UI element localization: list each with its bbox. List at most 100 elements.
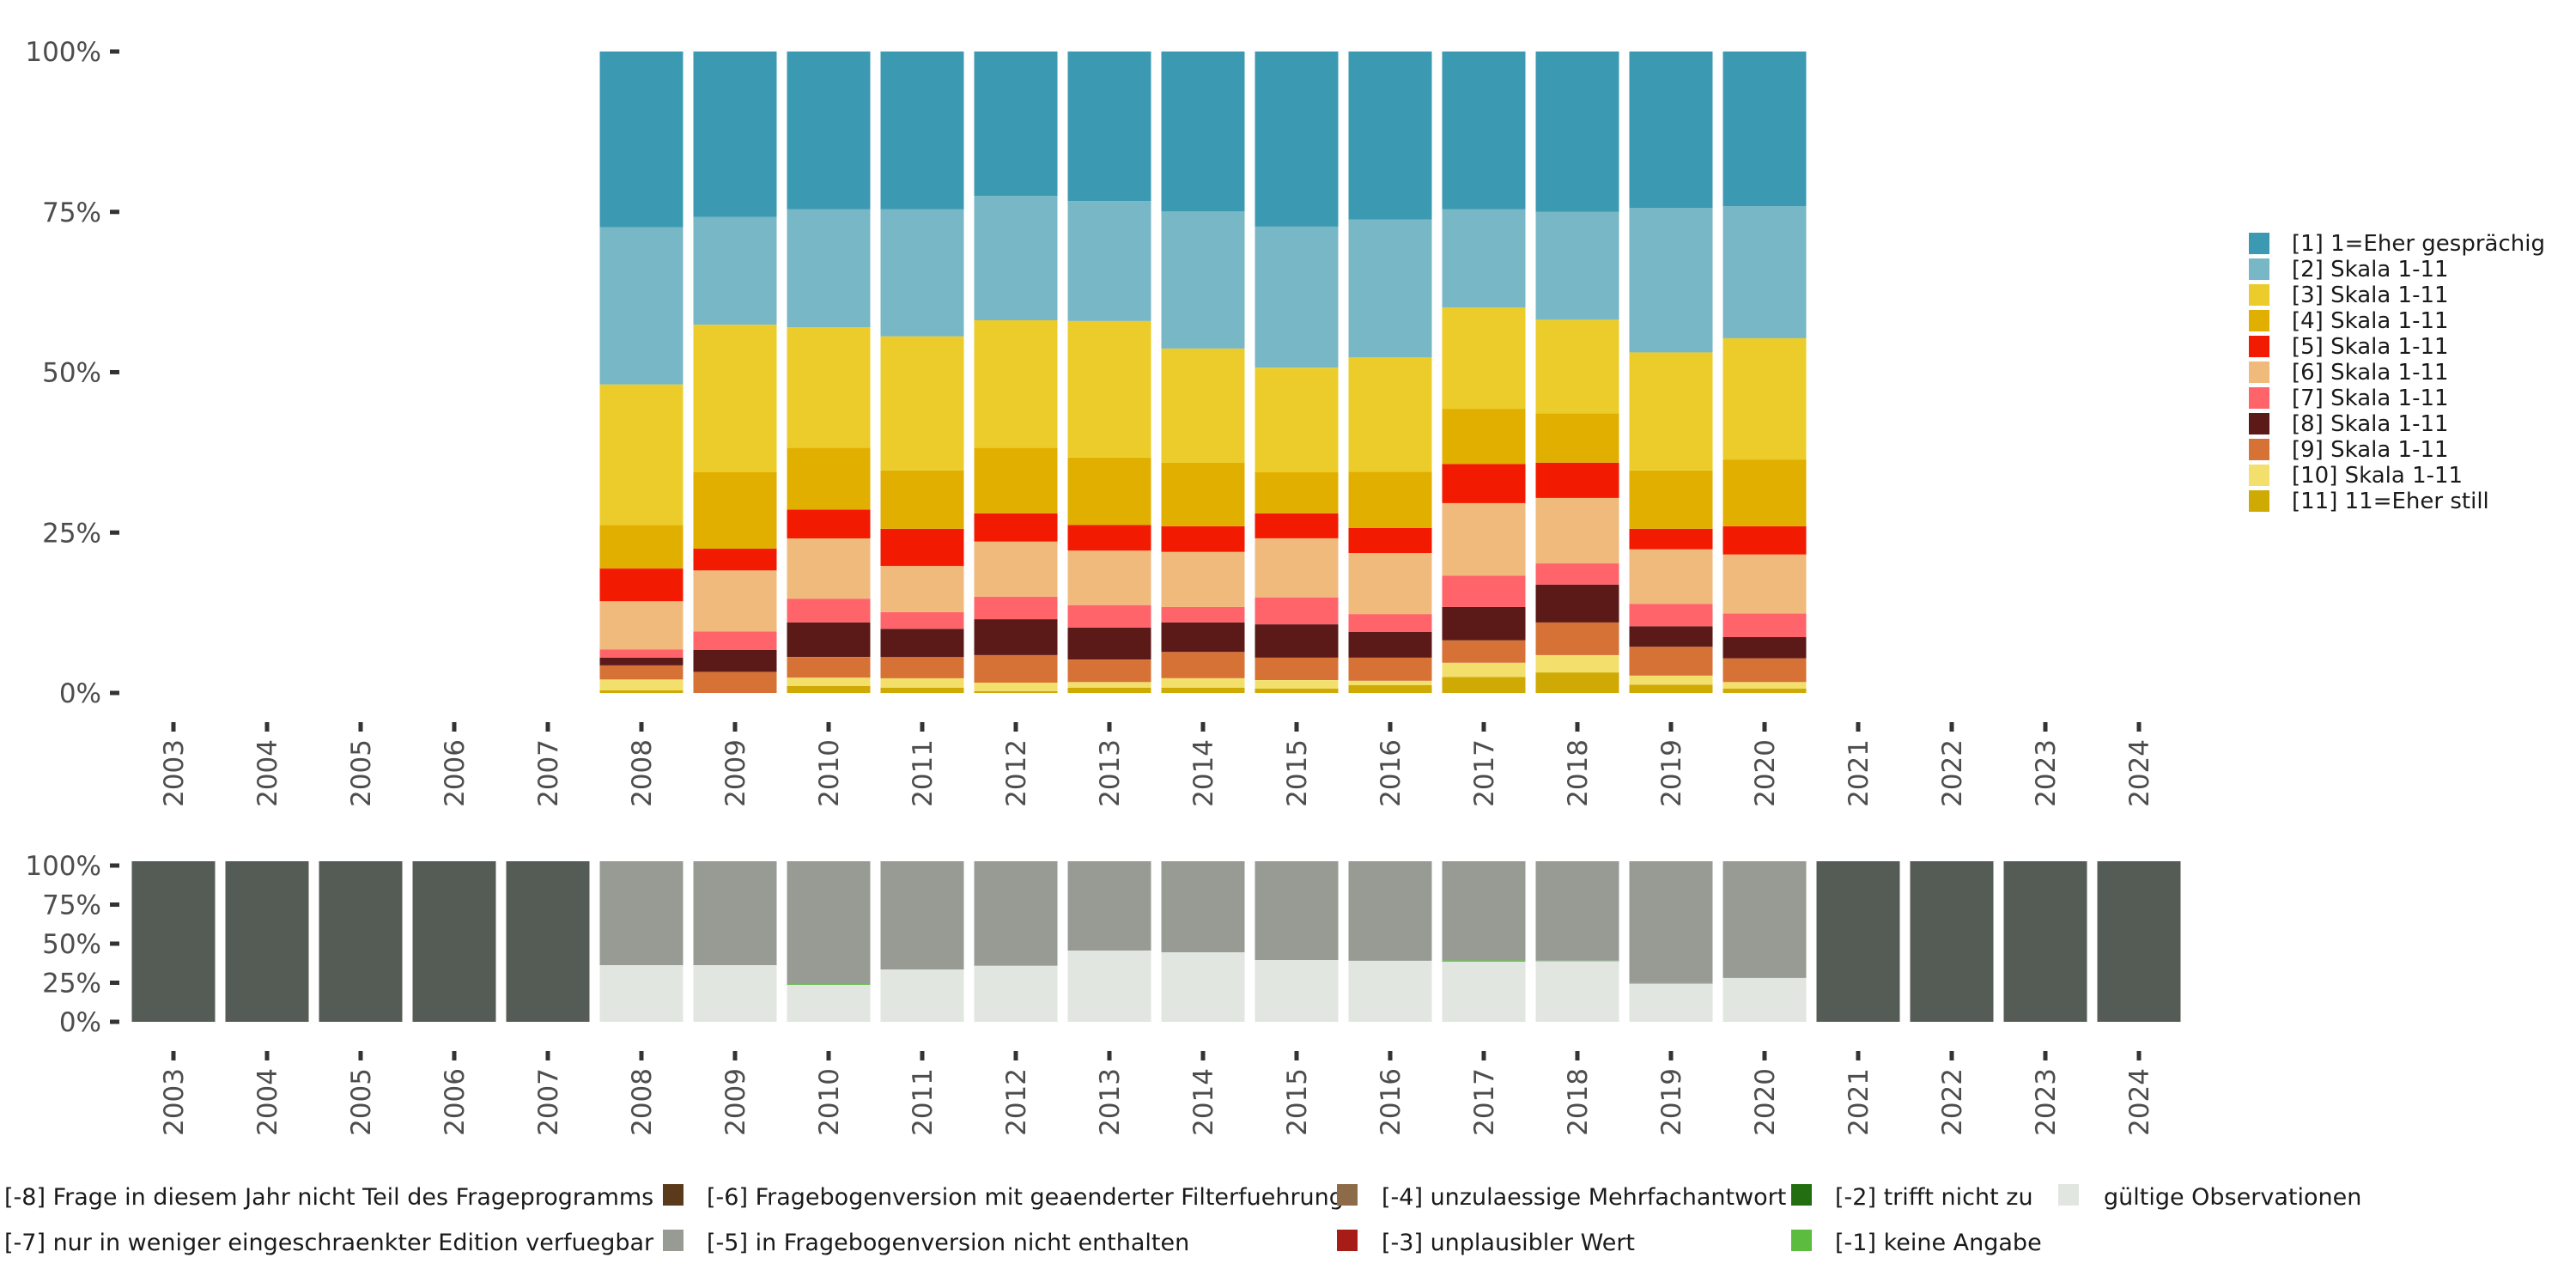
bar-segment-2015-4: [1255, 472, 1339, 513]
bar-segment-2017-8: [1442, 606, 1526, 641]
x-tick-label: 2010: [814, 1068, 845, 1136]
bar-segment-2008-4: [599, 525, 683, 569]
bar-segment-2010-7: [787, 598, 871, 623]
bar-segment-2017-5: [1442, 464, 1526, 503]
bar-segment-2019-5: [1629, 528, 1713, 550]
bar-segment-2008-6: [599, 601, 683, 650]
bar-segment-2010-6: [787, 538, 871, 599]
bar-segment-2012-2: [974, 196, 1058, 320]
bar-segment-2019--1: [1629, 982, 1713, 984]
bar-segment-2020-4: [1722, 459, 1807, 526]
bar-segment-2015-7: [1255, 597, 1339, 625]
bar-segment-2022--8: [1910, 861, 1994, 1022]
bar-segment-2018-4: [1535, 413, 1619, 463]
bar-segment-2013-10: [1067, 682, 1151, 688]
bar-segment-2012--1: [974, 965, 1058, 966]
bar-segment-2016--5: [1348, 861, 1432, 961]
bar-segment-2018-1: [1535, 52, 1619, 212]
top-x-axis: 2003 2004 2005 2006 2007 2008 2009 2010 2011 2012…: [159, 722, 2155, 807]
bar-segment-2015-10: [1255, 680, 1339, 689]
bar-segment-2018-5: [1535, 462, 1619, 498]
x-tick-label: 2011: [908, 739, 939, 807]
bar-segment-2021--8: [1816, 861, 1900, 1022]
bar-segment-2009-8: [693, 650, 777, 672]
x-tick-label: 2008: [627, 739, 658, 807]
x-tick-label: 2015: [1282, 739, 1313, 807]
bar-segment-2013-8: [1067, 627, 1151, 660]
bar-segment-2012-4: [974, 447, 1058, 513]
bar-segment-2009-2: [693, 216, 777, 325]
bar-segment-2014-9: [1161, 652, 1245, 678]
bar-segment-2013-1: [1067, 52, 1151, 202]
bar-segment-2017-6: [1442, 502, 1526, 576]
legend-swatch: [2249, 284, 2269, 306]
legend-swatch: [1791, 1184, 1812, 1206]
bar-segment-2020--5: [1722, 861, 1807, 978]
x-tick-label: 2011: [908, 1068, 939, 1136]
bar-segment-2020-6: [1722, 554, 1807, 614]
top-legend: [1] 1=Eher gesprächig[2] Skala 1-11[3] S…: [2249, 231, 2545, 514]
y-tick-label: 75%: [42, 890, 101, 921]
bar-segment-2003--8: [131, 861, 216, 1022]
bar-segment-2018-6: [1535, 497, 1619, 564]
x-tick-label: 2023: [2031, 1068, 2062, 1136]
bar-segment-2011-6: [880, 566, 964, 612]
x-tick-label: 2023: [2031, 739, 2062, 807]
bar-segment-2019-7: [1629, 604, 1713, 627]
legend-label: [-2] trifft nicht zu: [1835, 1184, 2033, 1211]
x-tick-label: 2024: [2124, 1068, 2155, 1136]
y-tick-label: 0%: [59, 1007, 101, 1038]
legend-swatch: [663, 1184, 683, 1206]
bar-segment-2011--5: [880, 861, 964, 969]
x-tick-label: 2003: [159, 1068, 190, 1136]
bar-segment-2010-4: [787, 447, 871, 510]
bar-segment-2016-1: [1348, 52, 1432, 220]
bar-segment-2020-9: [1722, 658, 1807, 683]
bar-segment-2013-2: [1067, 201, 1151, 321]
legend-swatch: [2249, 258, 2269, 280]
y-tick-label: 100%: [25, 37, 101, 68]
legend-label: [7] Skala 1-11: [2292, 386, 2449, 411]
bar-segment-2008-8: [599, 657, 683, 665]
bar-segment-2015-6: [1255, 538, 1339, 598]
bar-segment-2011-2: [880, 209, 964, 337]
bar-segment-2009-7: [693, 631, 777, 650]
bar-segment-2015--5: [1255, 861, 1339, 960]
bar-segment-2014-10: [1161, 677, 1245, 688]
bar-segment-2013-6: [1067, 550, 1151, 605]
legend-label: [3] Skala 1-11: [2292, 283, 2449, 308]
bar-segment-2013-3: [1067, 320, 1151, 458]
bar-segment-2018-10: [1535, 654, 1619, 673]
x-tick-label: 2013: [1095, 1068, 1126, 1136]
bar-segment-2008-9: [599, 665, 683, 680]
bar-segment-2011-8: [880, 629, 964, 658]
bar-segment-2014-4: [1161, 462, 1245, 526]
bar-segment-2016-10: [1348, 680, 1432, 685]
y-tick-label: 100%: [25, 851, 101, 882]
x-tick-label: 2020: [1750, 1068, 1781, 1136]
bar-segment-2019-3: [1629, 352, 1713, 471]
bar-segment-2024--8: [2097, 861, 2181, 1022]
y-tick-label: 25%: [42, 518, 101, 549]
bar-segment-2018--5: [1535, 861, 1619, 961]
x-tick-label: 2005: [346, 739, 377, 807]
bar-segment-2013-gültige: [1067, 951, 1151, 1022]
bar-segment-2013-7: [1067, 605, 1151, 628]
bar-segment-2008--5: [599, 861, 683, 965]
top-plot: [599, 52, 1807, 693]
bottom-legend: [-8] Frage in diesem Jahr nicht Teil des…: [4, 1184, 2361, 1256]
x-tick-label: 2021: [1844, 1068, 1874, 1136]
bar-segment-2012--5: [974, 861, 1058, 965]
legend-label: [9] Skala 1-11: [2292, 437, 2449, 463]
bar-segment-2018-8: [1535, 584, 1619, 623]
bar-segment-2007--8: [506, 861, 590, 1022]
bar-segment-2009-9: [693, 671, 777, 693]
y-tick-label: 50%: [42, 358, 101, 389]
x-tick-label: 2016: [1376, 739, 1406, 807]
x-tick-label: 2007: [533, 739, 564, 807]
legend-label: [1] 1=Eher gesprächig: [2292, 231, 2545, 257]
bar-segment-2016-2: [1348, 219, 1432, 358]
legend-label: [5] Skala 1-11: [2292, 334, 2449, 360]
x-tick-label: 2016: [1376, 1068, 1406, 1136]
bar-segment-2008-7: [599, 649, 683, 658]
